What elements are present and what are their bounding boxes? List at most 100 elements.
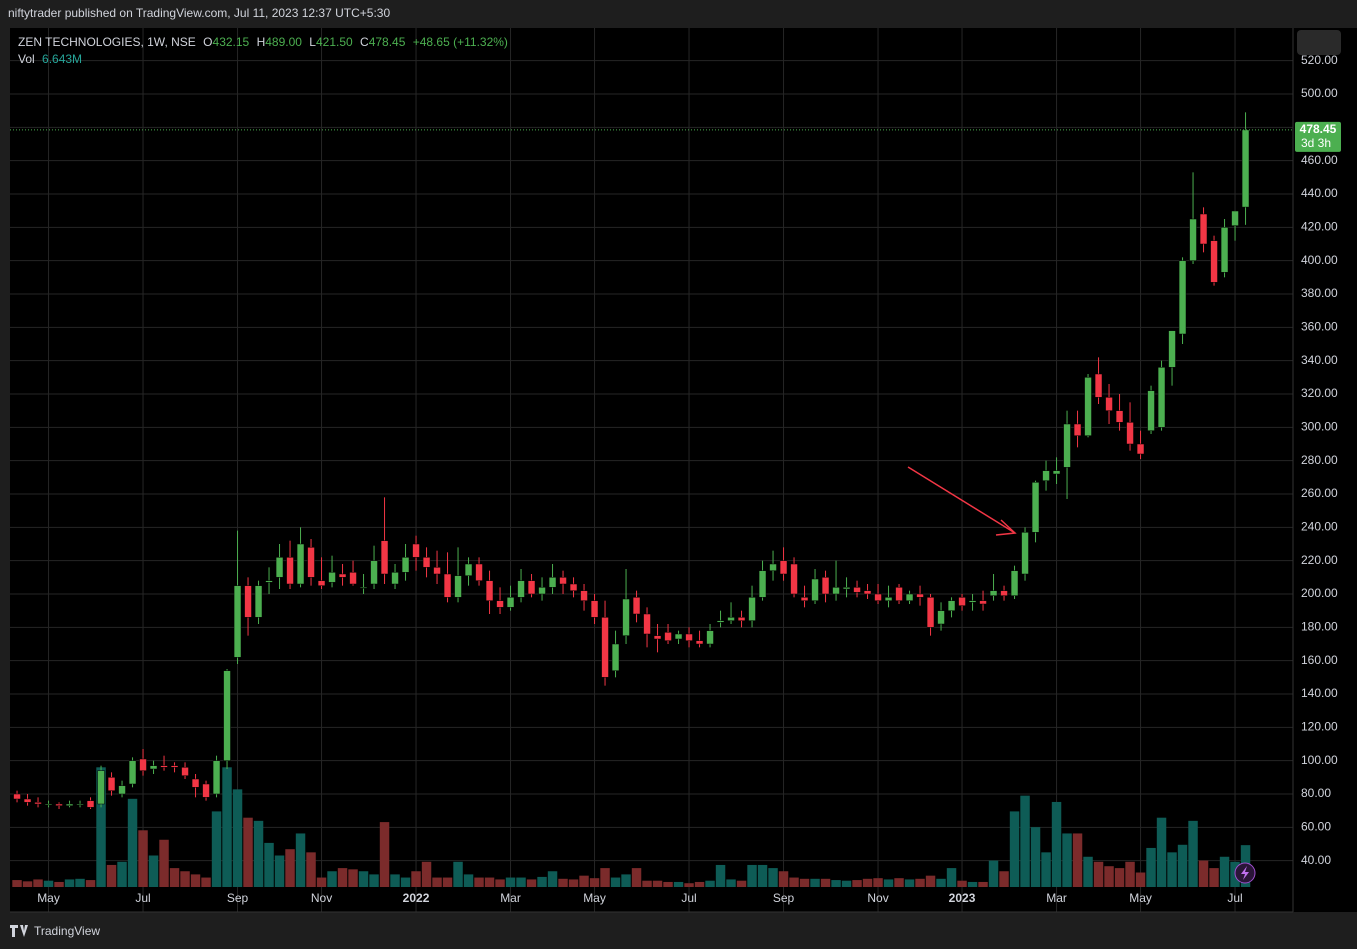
candle-body [359,587,368,589]
x-tick-label: Mar [1046,891,1067,905]
volume-bar [568,879,579,887]
ohlc-value: 421.50 [315,35,353,49]
candle-body [821,577,830,595]
x-tick-label: Jul [681,891,696,905]
candle-body [569,583,578,591]
candle-body [758,570,767,598]
candle-body [275,557,284,578]
candle-body [254,585,263,618]
candle-body [548,577,557,588]
candle-body [664,632,672,641]
candle-body [1000,590,1008,596]
settings-button[interactable] [1297,30,1341,55]
volume-bar [306,852,316,887]
volume-bar [253,820,264,887]
volume-bar [1167,852,1177,887]
candle-body [485,580,494,601]
candle-body [685,633,693,641]
candle-body [349,572,357,585]
volume-bar [54,881,64,887]
volume-bar [799,878,810,887]
volume-bar [558,878,568,887]
y-tick-label: 200.00 [1301,586,1338,600]
ohlc-value: 432.15 [212,35,250,49]
y-tick-label: 60.00 [1301,820,1331,834]
volume-bar [1188,820,1198,887]
candle-body [559,577,567,585]
candle-body [727,617,735,621]
volume-bar [946,868,957,887]
candle-body [65,803,74,806]
volume-bar [915,878,925,887]
candle-body [296,543,305,585]
volume-bar [442,877,453,887]
ohlc-value: 489.00 [265,35,302,49]
y-tick-label: 400.00 [1301,253,1338,267]
candle-body [1210,240,1218,283]
volume-bar [873,878,883,887]
candle-body [958,597,966,606]
candle-body [674,633,683,640]
candle-body [475,563,483,581]
volume-bar [1020,795,1030,887]
candle-body [538,587,546,595]
volume-bar [211,811,222,887]
candle-body [1157,367,1166,428]
volume-bar [1062,833,1072,887]
candle-body [307,547,315,578]
volume-bar [432,877,442,887]
candle-body [86,800,95,808]
volume-bar [285,849,295,887]
candle-body [800,597,809,601]
y-tick-label: 220.00 [1301,553,1338,567]
volume-bar [841,880,852,887]
volume-bar [117,861,127,887]
footer-brand: TradingView [34,924,100,938]
candle-body [937,610,945,625]
candle-body [811,578,819,601]
candle-body [181,767,189,776]
x-tick-label: 2023 [949,891,976,905]
candle-body [590,600,599,618]
x-tick-label: May [37,891,60,905]
footer-logo [10,925,28,937]
volume-bar [978,881,988,887]
volume-bar [1156,817,1167,887]
candle-body [622,598,630,636]
volume-bar [904,879,915,887]
candle-body [517,580,525,598]
volume-bar [852,880,862,887]
candle-body [55,803,63,806]
volume-bar [883,879,894,887]
candle-body [44,803,53,806]
candle-body [947,600,956,611]
volume-bar [925,875,936,887]
volume-bar [400,877,411,887]
candle-body [601,617,609,678]
candle-body [244,585,252,618]
symbol: ZEN TECHNOLOGIES, 1W, NSE [18,35,196,49]
volume-bar [495,879,505,887]
volume-bar [222,767,232,887]
candle-body [1105,397,1113,411]
volume-bar [715,864,726,887]
volume-bar [96,767,106,887]
candle-body [328,572,336,583]
volume-bar [999,871,1009,887]
candle-body [716,620,725,623]
volume-bar [148,855,159,887]
volume-bar [127,798,138,887]
volume-bar [22,881,33,887]
volume-bar [43,880,54,887]
candle-body [1168,330,1176,368]
volume-bar [243,817,253,887]
volume-bar [390,874,400,887]
volume-bar [579,875,589,887]
volume-bar [1030,827,1041,887]
y-tick-label: 80.00 [1301,786,1331,800]
x-tick-label: 2022 [403,891,430,905]
volume-bar [1125,861,1135,887]
ohlc-letter: L [309,35,316,49]
volume-bar [789,877,799,887]
volume-bar [526,879,537,887]
